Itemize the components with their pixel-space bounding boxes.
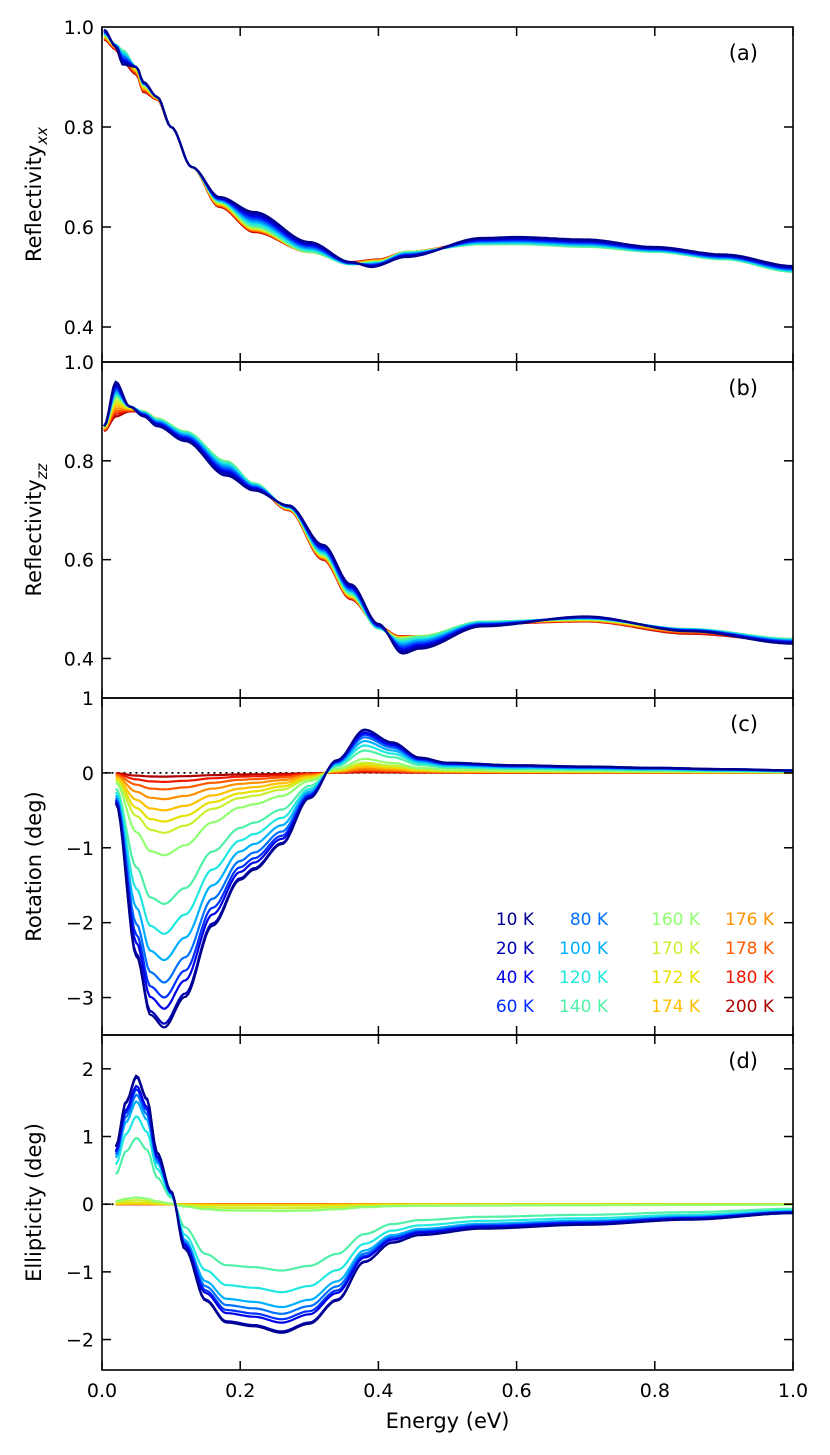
legend-entry: 172 K — [651, 968, 701, 988]
y-tick-label: −2 — [66, 913, 94, 935]
panel-a-frame — [101, 26, 794, 363]
panel-b-series — [103, 380, 793, 655]
panel-a: 0.4 0.6 0.8 1.0 Reflectivityxx (a) — [22, 17, 794, 363]
series-160k-line — [103, 396, 793, 640]
series-40k-line — [103, 29, 793, 269]
y-tick-label-top: 1 — [82, 688, 94, 710]
series-80k-line — [103, 388, 793, 647]
series-174k-line — [103, 404, 793, 641]
series-60k-line — [103, 30, 793, 270]
series-120k-line — [114, 1115, 793, 1294]
panel-a-label: (a) — [729, 41, 758, 65]
series-20k-line — [103, 382, 793, 653]
y-tick-label: −1 — [66, 838, 94, 860]
series-120k-line — [103, 392, 793, 643]
panel-c: −3 −2 −1 0 1 Rotation (deg) (c) — [22, 688, 794, 1036]
series-178k-line — [103, 37, 793, 272]
series-180k-line — [103, 409, 793, 642]
y-tick-label: −1 — [66, 1262, 94, 1284]
series-170k-line — [103, 34, 793, 273]
y-tick-label-top: 1.0 — [64, 352, 94, 374]
legend-entry: 80 K — [570, 910, 609, 930]
series-100k-line — [103, 390, 793, 645]
series-40k-line — [103, 384, 793, 651]
panel-c-label: (c) — [730, 712, 758, 736]
series-20k-line — [103, 29, 793, 268]
legend-entry: 170 K — [651, 939, 701, 959]
legend-entry: 60 K — [496, 997, 535, 1017]
y-tick-label: 0.4 — [64, 317, 94, 339]
legend-entry: 120 K — [559, 968, 609, 988]
panel-b-label: (b) — [728, 376, 758, 400]
x-tick-label: 0.4 — [363, 1380, 393, 1402]
y-tick-label: 0.4 — [64, 648, 94, 670]
series-140k-line — [114, 1136, 793, 1272]
series-100k-line — [103, 31, 793, 272]
x-tick-label: 0.6 — [501, 1380, 531, 1402]
x-tick-label: 0.2 — [225, 1380, 255, 1402]
series-60k-line — [103, 386, 793, 649]
y-tick-label: 0.6 — [64, 217, 94, 239]
series-80k-line — [103, 31, 793, 271]
y-tick-label: 2 — [82, 1059, 94, 1081]
legend: 10 K 20 K 40 K 60 K 80 K 100 K 120 K 140 K 160 K… — [496, 910, 775, 1017]
y-tick-label: 0.8 — [64, 451, 94, 473]
series-200k-line — [103, 410, 793, 643]
y-tick-label: 0.8 — [64, 117, 94, 139]
legend-entry: 20 K — [496, 939, 535, 959]
series-10k-line — [114, 728, 793, 1029]
legend-entry: 176 K — [725, 910, 775, 930]
x-tick-label: 0.0 — [87, 1380, 117, 1402]
y-tick-label: 0 — [82, 763, 94, 785]
legend-entry: 200 K — [725, 997, 775, 1017]
panel-a-series — [103, 28, 793, 273]
x-tick-label: 0.8 — [640, 1380, 670, 1402]
y-tick-label: −2 — [66, 1330, 94, 1352]
x-tick-label: 1.0 — [778, 1380, 808, 1402]
series-10k-line — [103, 28, 793, 269]
series-200k-line — [103, 38, 793, 271]
series-180k-line — [103, 37, 793, 271]
series-178k-line — [103, 409, 793, 642]
legend-entry: 180 K — [725, 968, 775, 988]
y-axis-label: Reflectivityzz — [22, 462, 51, 596]
series-10k-line — [103, 380, 793, 655]
series-176k-line — [103, 407, 793, 642]
y-tick-label: 0 — [82, 1194, 94, 1216]
legend-entry: 40 K — [496, 968, 535, 988]
y-tick-label: 1 — [82, 1127, 94, 1149]
panel-c-series — [105, 728, 793, 1029]
y-tick-label: −3 — [66, 988, 94, 1010]
panel-d-frame — [101, 1034, 794, 1371]
panel-b-frame — [101, 361, 794, 699]
y-axis-label: Ellipticity (deg) — [22, 1123, 46, 1282]
legend-entry: 10 K — [496, 910, 535, 930]
legend-entry: 140 K — [559, 997, 609, 1017]
series-140k-line — [103, 394, 793, 641]
series-172k-line — [103, 402, 793, 641]
series-10k-line — [114, 1074, 793, 1334]
series-172k-line — [103, 35, 793, 273]
panel-d-series — [105, 1074, 793, 1334]
legend-entry: 160 K — [651, 910, 701, 930]
panel-d: −2 −1 0 1 2 0.0 0.2 0.4 0.6 0.8 1.0 Energy (eV) Elli… — [22, 1034, 808, 1433]
y-axis-label: Reflectivityxx — [22, 127, 51, 262]
panel-b: 0.4 0.6 0.8 1.0 Reflectivityzz (b) — [22, 352, 794, 699]
series-170k-line — [103, 399, 793, 641]
legend-entry: 178 K — [725, 939, 775, 959]
series-174k-line — [103, 35, 793, 272]
legend-entry: 174 K — [651, 997, 701, 1017]
legend-entry: 100 K — [559, 939, 609, 959]
y-tick-label-top: 1.0 — [64, 17, 94, 39]
panel-d-label: (d) — [728, 1049, 758, 1073]
y-axis-label: Rotation (deg) — [22, 791, 46, 941]
series-176k-line — [103, 36, 793, 272]
series-160k-line — [103, 33, 793, 273]
x-axis-label: Energy (eV) — [386, 1409, 510, 1433]
series-140k-line — [103, 33, 793, 273]
series-120k-line — [103, 32, 793, 272]
y-tick-label: 0.6 — [64, 550, 94, 572]
series-160k-line — [115, 1196, 793, 1213]
